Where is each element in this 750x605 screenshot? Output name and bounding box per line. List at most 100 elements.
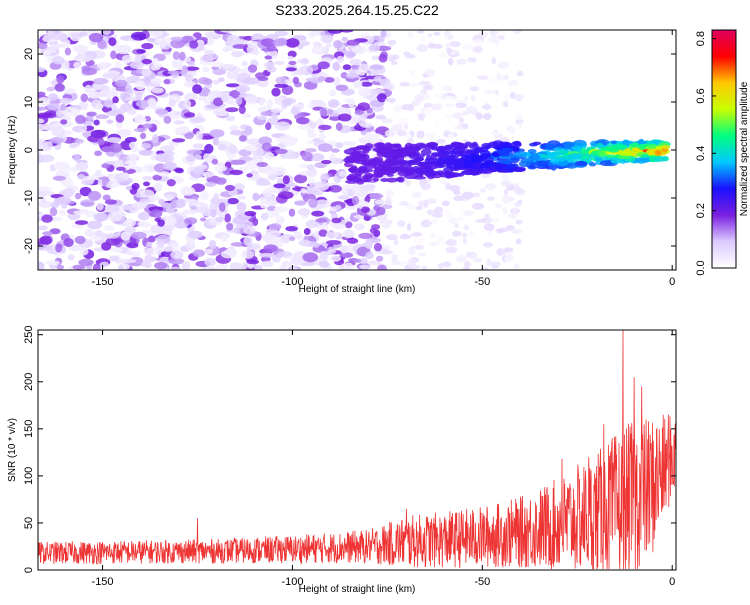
heatmap-cell [385,189,394,197]
heatmap-cell [264,210,280,218]
heatmap-cell [125,250,133,256]
heatmap-cell [274,121,291,131]
heatmap-cell [115,44,132,55]
heatmap-cell [138,149,154,156]
heatmap-cell [483,103,490,111]
heatmap-cell [41,214,53,223]
heatmap-cell [104,98,113,108]
heatmap-cell [372,177,379,182]
heatmap-cell [381,118,393,124]
heatmap-cell [326,249,336,254]
heatmap-cell [192,84,203,94]
heatmap-cell [413,237,426,244]
heatmap-cell [309,100,325,105]
heatmap-cell [366,95,378,101]
heatmap-cell [263,244,279,253]
heatmap-cell [345,179,359,184]
heatmap-cell [517,122,523,130]
heatmap-cell [237,195,247,200]
heatmap-cell [318,261,330,268]
heatmap-cell [170,250,184,260]
heatmap-cell [115,114,125,123]
heatmap-cell [373,75,382,83]
heatmap-cell [79,247,89,256]
heatmap-cell [453,195,464,202]
heatmap-cell [338,171,347,177]
heatmap-cell [135,91,143,101]
colorbar-tick-label: 0.4 [695,146,707,161]
heatmap-cell [462,123,469,130]
heatmap-cell [418,114,425,121]
heatmap-cell [456,58,467,65]
heatmap-cell [297,124,312,130]
heatmap-cell [38,140,48,149]
heatmap-cell [482,152,491,158]
heatmap-cell [387,54,393,60]
heatmap-cell [466,149,476,156]
heatmap-cell [72,264,86,270]
heatmap-cell [195,130,203,141]
heatmap-cell [367,260,382,266]
heatmap-cell [54,83,65,92]
heatmap-cell [99,261,109,268]
heatmap-cell [217,111,230,116]
heatmap-cell [230,159,246,165]
heatmap-cell [200,217,207,222]
heatmap-cell [375,174,383,178]
heatmap-cell [495,203,503,209]
heatmap-cell [243,35,254,41]
heatmap-cell [285,67,297,72]
heatmap-cell [311,45,327,55]
heatmap-cell [325,231,340,239]
heatmap-cell [172,138,186,143]
heatmap-cell [94,230,104,237]
heatmap-cell [514,93,525,100]
heatmap-cell [388,86,394,91]
heatmap-cell [268,223,282,231]
heatmap-cell [327,30,343,34]
heatmap-cell [256,181,272,186]
x-tick-label: -50 [474,576,490,588]
heatmap-cell [181,65,188,75]
heatmap-cell [259,252,274,258]
heatmap-cell [455,150,463,157]
heatmap-cell [373,205,381,212]
heatmap-cell [266,99,273,109]
heatmap-cell [462,210,474,217]
heatmap-cell [220,30,237,33]
heatmap-cell [358,87,372,97]
heatmap-cell [425,221,433,226]
heatmap-cell [55,110,63,117]
heatmap-cell [610,157,623,164]
heatmap-cell [184,132,194,140]
colorbar-gradient [711,29,737,269]
heatmap-cell [38,106,47,111]
heatmap-cell [516,70,524,77]
heatmap-cell [411,100,421,107]
heatmap-cell [652,141,660,145]
heatmap-cell [152,57,159,67]
heatmap-cell [377,93,387,103]
heatmap-cell [388,42,393,48]
heatmap-cell [183,81,197,88]
heatmap-cell [211,158,219,165]
heatmap-cell [435,153,445,158]
heatmap-cell [116,166,126,171]
heatmap-cell [505,225,515,231]
heatmap-cell [102,194,111,201]
heatmap-cell [145,85,153,92]
heatmap-cell [344,158,359,162]
heatmap-cell [536,160,548,167]
heatmap-cell [298,239,311,247]
heatmap-cell [575,160,588,167]
heatmap-cell [415,206,423,211]
heatmap-cell [462,238,467,244]
heatmap-cell [50,30,64,40]
heatmap-cell [265,122,272,131]
heatmap-cell [350,64,360,70]
heatmap-cell [181,261,191,270]
heatmap-cell [444,30,450,35]
heatmap-cell [56,75,65,84]
heatmap-cell [130,250,141,257]
heatmap-cell [503,101,509,108]
